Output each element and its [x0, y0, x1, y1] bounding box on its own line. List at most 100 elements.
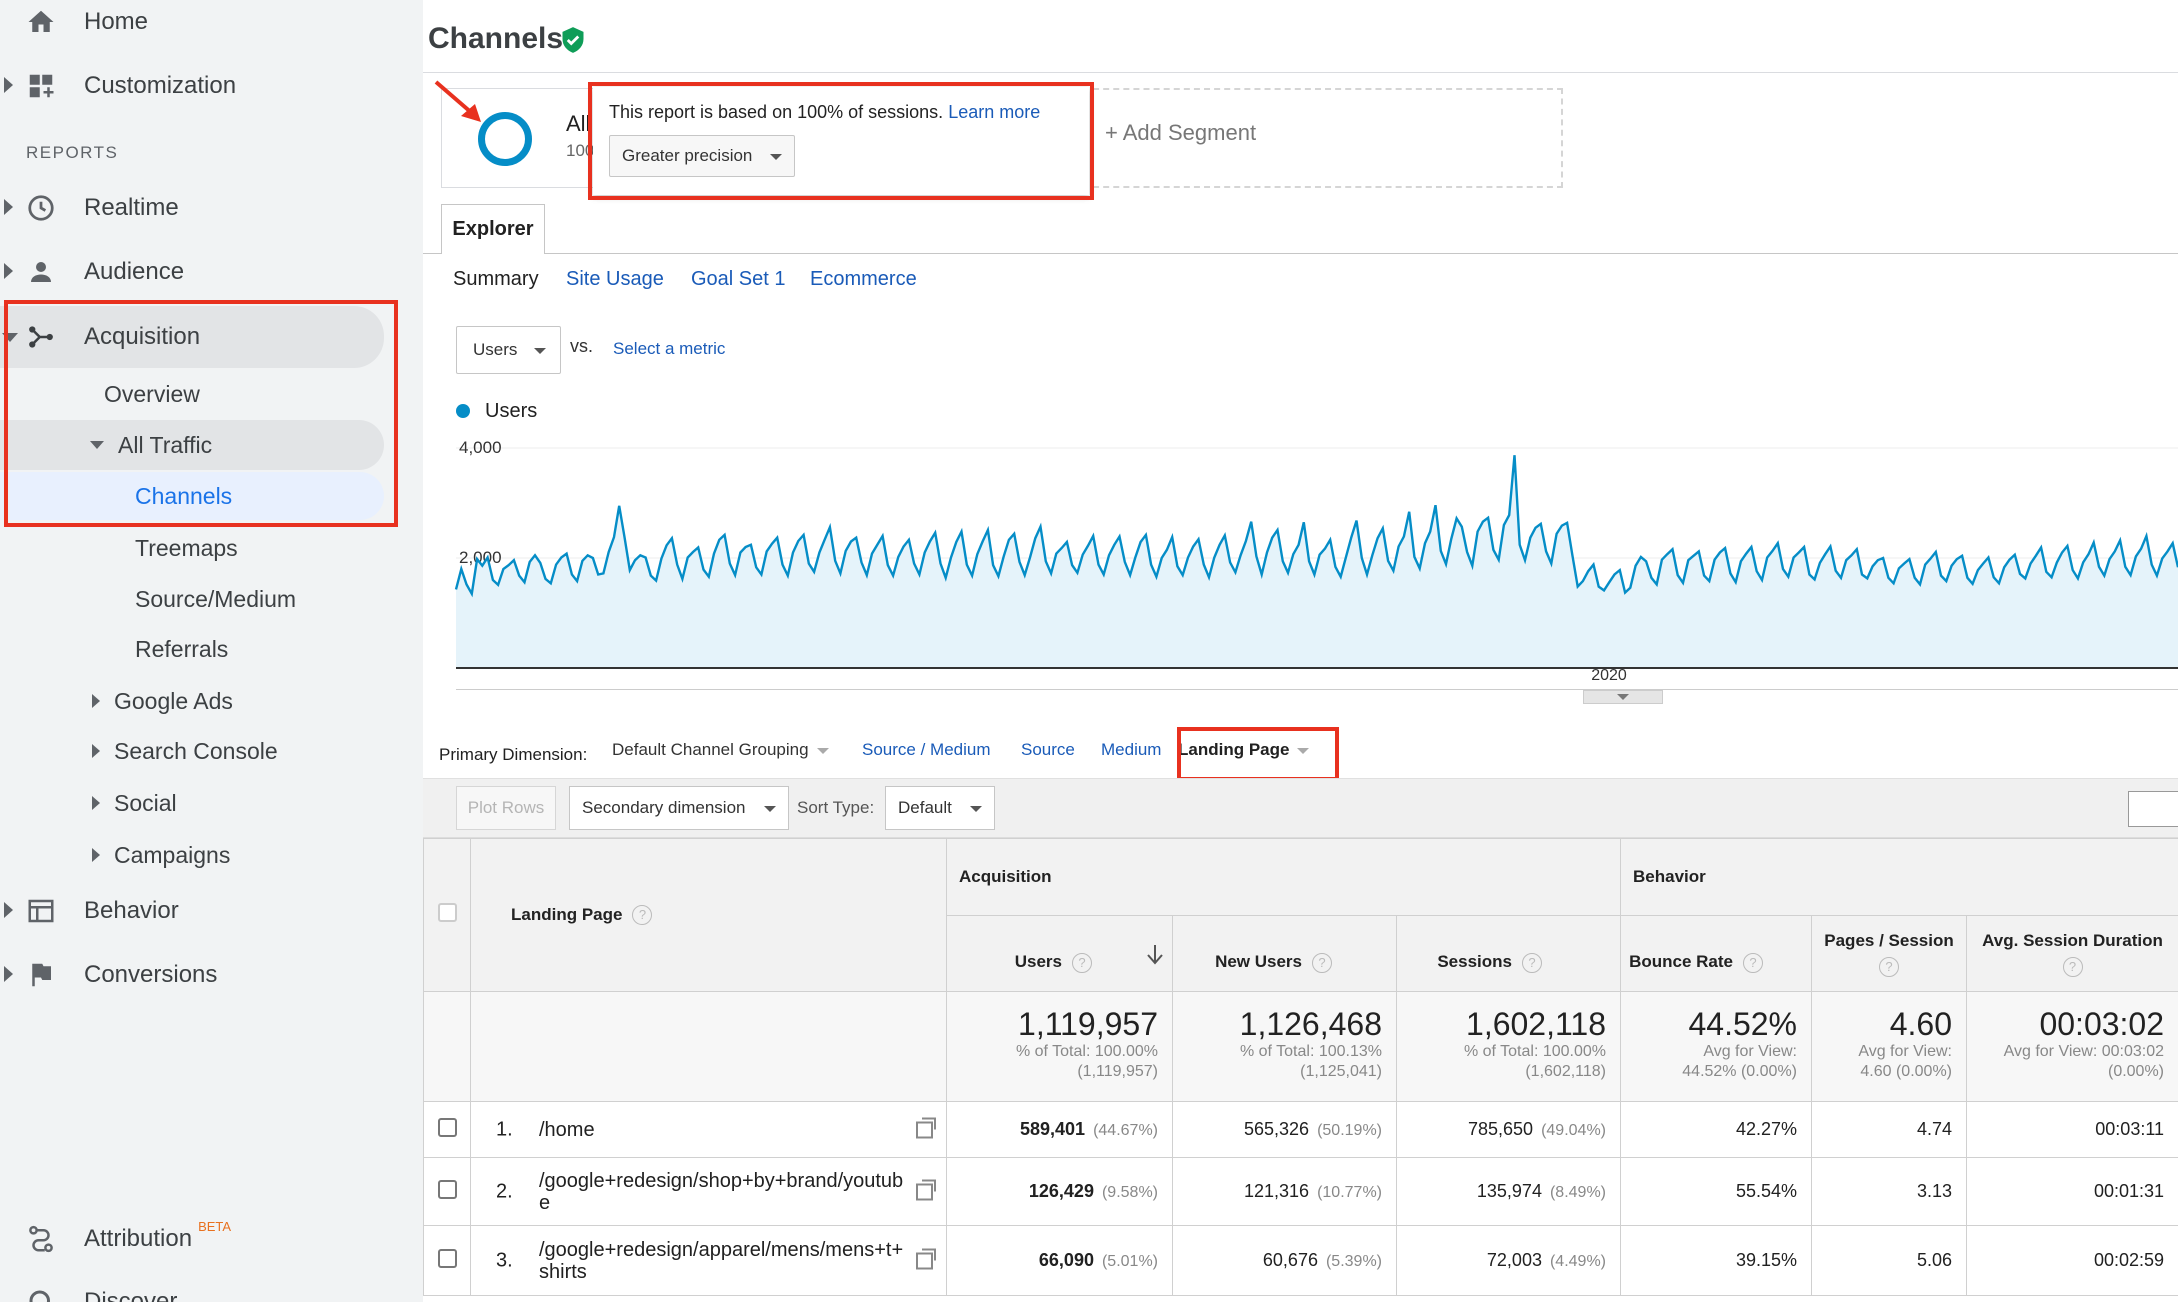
total-sub: (1,125,041): [1300, 1063, 1382, 1080]
primary-dim-source[interactable]: Source: [1021, 740, 1075, 759]
expand-caret-icon: [4, 199, 13, 215]
sidebar-item-referrals[interactable]: Referrals: [135, 624, 228, 674]
bounce-rate-cell: 42.27%: [1620, 1101, 1812, 1158]
total-sub: 4.60 (0.00%): [1860, 1063, 1952, 1080]
secondary-dimension-dropdown[interactable]: Secondary dimension: [569, 786, 789, 830]
sidebar-item-label: Social: [114, 789, 177, 816]
sidebar-item-behavior[interactable]: Behavior: [0, 883, 380, 939]
row-checkbox[interactable]: [437, 1179, 457, 1199]
add-segment-label: + Add Segment: [1105, 120, 1257, 145]
sidebar-item-all-traffic[interactable]: All Traffic: [90, 420, 212, 470]
avg-duration-cell: 00:02:59: [1965, 1225, 2178, 1296]
sidebar-item-realtime[interactable]: Realtime: [0, 180, 380, 236]
sidebar-item-home[interactable]: Home: [0, 0, 380, 50]
help-icon[interactable]: ?: [1743, 953, 1763, 973]
pages-session-column-header[interactable]: Pages / Session?: [1811, 915, 1967, 992]
cell-value: 121,316: [1244, 1181, 1310, 1201]
sidebar-item-source-medium[interactable]: Source/Medium: [135, 574, 296, 624]
table-row: 1./home 589,401 (44.67%) 565,326 (50.19%) …: [423, 1101, 2178, 1158]
primary-dim-landing-label: Landing Page: [1178, 740, 1290, 759]
cell-value: 66,090: [1038, 1250, 1094, 1270]
expand-caret-icon: [4, 77, 13, 93]
cell-pct: (44.67%): [1093, 1122, 1158, 1139]
help-icon[interactable]: ?: [2062, 956, 2083, 977]
acquisition-highlight: [0, 306, 384, 368]
channels-highlight: [0, 472, 384, 520]
y-tick-label: 2,000: [459, 548, 502, 567]
help-icon[interactable]: ?: [1522, 953, 1542, 973]
tab-divider: [545, 253, 2178, 254]
help-icon[interactable]: ?: [1072, 953, 1092, 973]
sidebar-item-customization[interactable]: Customization: [0, 58, 380, 114]
metric-dropdown[interactable]: Users: [456, 326, 561, 374]
total-value: 1,126,468: [1239, 1006, 1382, 1042]
users-area: [456, 455, 2178, 668]
cell-pct: (49.04%): [1541, 1122, 1606, 1139]
select-metric-link[interactable]: Select a metric: [613, 339, 726, 358]
open-external-icon[interactable]: [916, 1179, 936, 1200]
table-search-input[interactable]: [2128, 791, 2178, 827]
learn-more-link[interactable]: Learn more: [948, 102, 1041, 122]
subtab-goal-set-1[interactable]: Goal Set 1: [691, 268, 786, 290]
help-icon[interactable]: ?: [1879, 956, 1899, 977]
sidebar-item-audience[interactable]: Audience: [0, 244, 380, 300]
row-checkbox[interactable]: [437, 1117, 457, 1137]
bounce-rate-column-header[interactable]: Bounce Rate?: [1620, 915, 1812, 992]
primary-dim-medium[interactable]: Medium: [1101, 740, 1162, 759]
expand-caret-icon: [4, 263, 13, 279]
landing-page-column-header[interactable]: Landing Page?: [470, 838, 947, 992]
primary-dim-landing-page[interactable]: Landing Page: [1178, 740, 1310, 760]
sidebar-item-search-console[interactable]: Search Console: [92, 726, 278, 776]
row-checkbox[interactable]: [437, 1248, 457, 1268]
help-icon[interactable]: ?: [632, 905, 653, 926]
users-column-header[interactable]: Users?: [946, 915, 1173, 992]
total-value: 00:03:02: [2039, 1006, 2165, 1042]
sidebar-item-acquisition[interactable]: Acquisition: [0, 309, 384, 365]
new-users-column-header[interactable]: New Users?: [1172, 915, 1397, 992]
attribution-label: Attribution: [84, 1225, 193, 1252]
avg-session-duration-column-header[interactable]: Avg. Session Duration?: [1965, 915, 2178, 992]
table-row: 2. /google+redesign/shop+by+brand/youtube…: [423, 1157, 2178, 1226]
sessions-column-header[interactable]: Sessions?: [1396, 915, 1621, 992]
sidebar-item-conversions[interactable]: Conversions: [0, 947, 380, 1003]
open-external-icon[interactable]: [916, 1248, 936, 1269]
sidebar-item-label: Campaigns: [114, 841, 231, 868]
total-users: 1,119,957% of Total: 100.00% (1,119,957): [946, 991, 1173, 1102]
sort-arrow-down-icon: [1147, 945, 1163, 965]
subtab-ecommerce[interactable]: Ecommerce: [810, 268, 917, 290]
primary-dim-source-medium[interactable]: Source / Medium: [862, 740, 991, 759]
select-all-checkbox[interactable]: [437, 903, 457, 922]
sort-type-dropdown[interactable]: Default: [885, 786, 995, 830]
precision-dropdown[interactable]: Greater precision: [609, 135, 795, 177]
subtab-summary[interactable]: Summary: [453, 268, 539, 290]
landing-page-link[interactable]: /google+redesign/apparel/mens/mens+t+shi…: [539, 1238, 904, 1283]
subtab-site-usage[interactable]: Site Usage: [566, 268, 664, 290]
sidebar-item-label: Treemaps: [135, 534, 238, 561]
sidebar-item-campaigns[interactable]: Campaigns: [92, 830, 230, 880]
sampling-text: This report is based on 100% of sessions…: [609, 102, 1040, 123]
add-segment-button[interactable]: + Add Segment: [1083, 88, 1563, 188]
open-external-icon[interactable]: [916, 1117, 936, 1138]
column-label: Pages / Session: [1824, 930, 1954, 950]
cell-value: 785,650: [1468, 1119, 1534, 1139]
chart-range-handle[interactable]: [1583, 690, 1663, 704]
collapse-caret-icon: [2, 333, 18, 342]
sidebar-item-social[interactable]: Social: [92, 778, 177, 828]
sidebar-item-overview[interactable]: Overview: [104, 369, 200, 419]
expand-caret-icon: [92, 796, 100, 810]
totals-row: 1,119,957% of Total: 100.00% (1,119,957) …: [423, 991, 2178, 1102]
landing-page-link[interactable]: /home: [539, 1118, 595, 1141]
dropdown-arrow-icon: [770, 154, 782, 160]
sidebar-item-google-ads[interactable]: Google Ads: [92, 676, 233, 726]
sidebar-item-attribution[interactable]: Attribution BETA: [0, 1211, 380, 1267]
sidebar-item-channels[interactable]: Channels: [135, 471, 232, 521]
sidebar-item-label: Audience: [84, 258, 185, 285]
tab-explorer[interactable]: Explorer: [441, 204, 545, 254]
sidebar-item-treemaps[interactable]: Treemaps: [135, 523, 238, 573]
sidebar-item-label: Home: [84, 8, 149, 35]
sidebar-item-discover[interactable]: Discover: [0, 1274, 380, 1302]
plot-rows-button[interactable]: Plot Rows: [456, 786, 556, 830]
primary-dim-default-channel-grouping[interactable]: Default Channel Grouping: [612, 740, 829, 760]
help-icon[interactable]: ?: [1312, 953, 1332, 973]
landing-page-link[interactable]: /google+redesign/shop+by+brand/youtube: [539, 1169, 904, 1214]
